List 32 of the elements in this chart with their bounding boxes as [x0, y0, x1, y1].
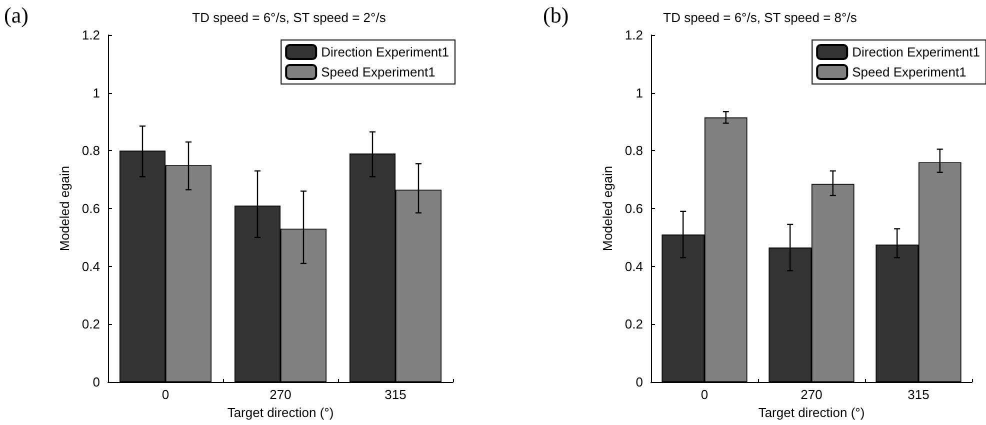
- chart-title: TD speed = 6°/s, ST speed = 8°/s: [663, 10, 858, 25]
- x-axis-title: Target direction (°): [758, 404, 865, 420]
- x-axis-title: Target direction (°): [227, 404, 334, 420]
- y-tick-label: 0.2: [82, 316, 100, 332]
- x-tick-label: 270: [270, 387, 292, 402]
- y-tick-label: 0.2: [624, 316, 643, 332]
- text: (a): [4, 2, 28, 28]
- x-tick-label: 315: [384, 387, 406, 402]
- y-axis-title: Modeled egain: [57, 166, 72, 252]
- y-tick-label: 0.4: [82, 258, 100, 274]
- y-tick-label: 1.2: [624, 28, 643, 42]
- y-tick-label: 0: [636, 374, 643, 390]
- chart-title: TD speed = 6°/s, ST speed = 2°/s: [192, 10, 386, 25]
- y-tick-label: 0.6: [624, 201, 643, 216]
- legend-label: Direction Experiment1: [321, 44, 450, 60]
- x-tick-label: 0: [700, 387, 708, 402]
- y-tick-label: 0: [92, 374, 100, 390]
- x-tick-label: 315: [908, 387, 930, 402]
- y-tick-label: 1.2: [82, 28, 100, 42]
- legend-label: Speed Experiment1: [321, 64, 436, 80]
- y-tick-label: 1: [636, 85, 643, 100]
- y-tick-label: 0.6: [82, 201, 100, 216]
- text: (b): [543, 2, 569, 28]
- y-tick-label: 0.4: [624, 258, 643, 274]
- legend-label: Speed Experiment1: [852, 64, 966, 80]
- y-axis-title: Modeled egain: [600, 166, 616, 252]
- y-tick-label: 1: [92, 85, 100, 100]
- y-tick-label: 0.8: [624, 143, 643, 158]
- legend-label: Direction Experiment1: [852, 44, 980, 60]
- x-tick-label: 270: [800, 387, 822, 402]
- y-tick-label: 0.8: [82, 143, 100, 158]
- x-tick-label: 0: [162, 387, 170, 402]
